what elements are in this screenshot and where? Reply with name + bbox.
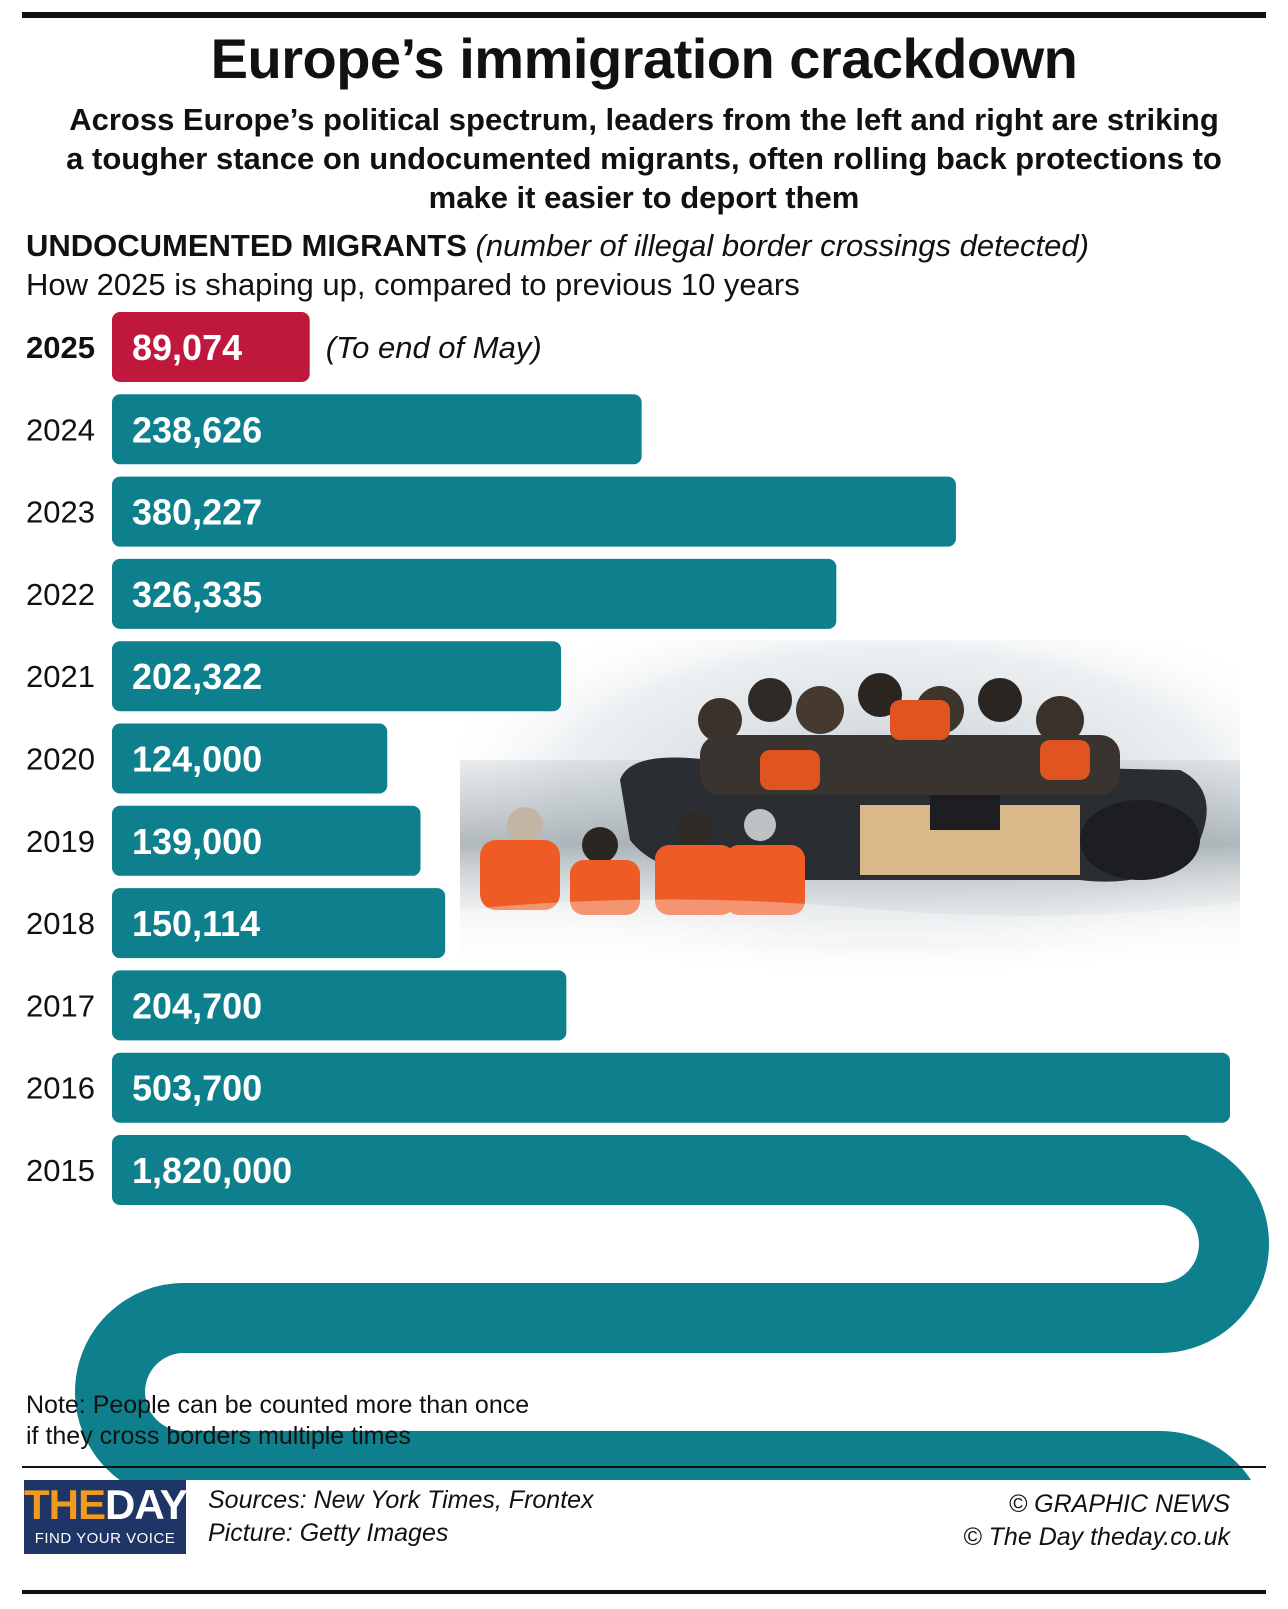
bar-2021 [112,641,562,712]
year-label-2018: 2018 [26,906,95,941]
year-label-2024: 2024 [26,412,95,447]
bar-chart: 2025 89,074 (To end of May) 2024 238,626 2023… [26,312,1269,1480]
chart-subheading: How 2025 is shaping up, compared to prev… [26,267,800,302]
page-title: Europe’s immigration crackdown [210,27,1078,90]
value-label-2018: 150,114 [132,903,260,944]
migrant-boat-photo [460,640,1240,970]
value-label-2022: 326,335 [132,574,262,615]
logo-wordmark: THEDAY [24,1481,188,1528]
divider [22,1466,1266,1468]
top-rule [22,12,1266,18]
chart-heading-bold: UNDOCUMENTED MIGRANTS [26,228,467,263]
annotation-to-end-of-may: (To end of May) [326,330,542,365]
value-label-2020: 124,000 [132,739,262,780]
bar-2017 [112,970,567,1041]
year-label-2017: 2017 [26,988,95,1023]
bar-2025 [112,312,310,382]
bottom-rule [22,1590,1266,1594]
footnote: Note: People can be counted more than on… [26,1391,530,1450]
bar-2018 [112,888,446,959]
logo-day: DAY [105,1481,188,1528]
bar-2020 [112,723,388,794]
bar-2023 [112,476,956,547]
year-label-2019: 2019 [26,824,95,859]
bar-2022 [112,558,837,629]
credit-the-day: © The Day theday.co.uk [963,1523,1230,1551]
sources-line: Sources: New York Times, Frontex [208,1486,594,1514]
credit-graphic-news: © GRAPHIC NEWS [1008,1490,1230,1518]
value-label-2017: 204,700 [132,985,262,1026]
value-label-2023: 380,227 [132,492,262,533]
bar-2016 [112,1052,1230,1123]
value-label-2021: 202,322 [132,656,262,697]
year-label-2021: 2021 [26,659,95,694]
year-label-2023: 2023 [26,495,95,530]
year-label-2020: 2020 [26,742,95,777]
chart-heading: UNDOCUMENTED MIGRANTS (number of illegal… [26,228,1089,264]
bar-2024 [112,394,642,465]
value-label-2015: 1,820,000 [132,1150,292,1191]
credits: © GRAPHIC NEWS © The Day theday.co.uk [963,1488,1230,1554]
logo-the: THE [24,1481,106,1528]
chart-heading-italic: (number of illegal border crossings dete… [475,228,1089,263]
year-label-2022: 2022 [26,577,95,612]
picture-credit: Picture: Getty Images [208,1519,449,1547]
sources: Sources: New York Times, Frontex Picture… [208,1484,594,1550]
overflow-bar-2015 [75,1135,1269,1480]
bar-2015-continuation [75,1135,1269,1480]
logo-tagline: FIND YOUR VOICE [34,1530,176,1547]
bar-2015 [112,1135,1192,1205]
theday-logo[interactable]: THEDAY FIND YOUR VOICE [24,1480,188,1554]
value-label-2016: 503,700 [132,1068,262,1109]
page-subtitle: Across Europe’s political spectrum, lead… [66,102,1222,215]
year-label-2016: 2016 [26,1071,95,1106]
year-label-2025: 2025 [26,330,95,365]
value-label-2024: 238,626 [132,409,262,450]
bar-2019 [112,805,421,876]
value-label-2025: 89,074 [132,327,242,368]
year-label-2015: 2015 [26,1153,95,1188]
value-label-2019: 139,000 [132,821,262,862]
